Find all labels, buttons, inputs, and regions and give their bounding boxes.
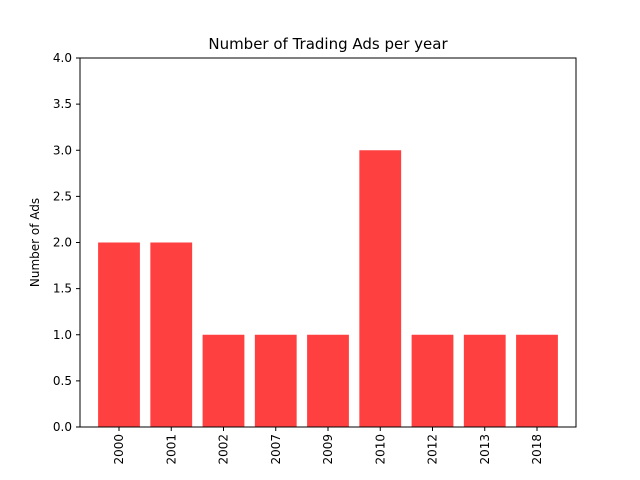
y-tick-label: 1.5 (53, 282, 72, 296)
y-axis-label: Number of Ads (28, 198, 42, 287)
bar-2000 (98, 242, 140, 427)
bar-2007 (254, 334, 297, 427)
bar-2012 (411, 334, 454, 427)
y-axis-ticks: 0.0 0.5 1.0 1.5 2.0 2.5 3.0 3.5 4.0 (53, 51, 80, 434)
chart-title: Number of Trading Ads per year (208, 35, 448, 53)
y-tick-label: 0.0 (53, 420, 72, 434)
bars-group (98, 150, 558, 427)
x-tick-label: 2012 (426, 434, 440, 465)
x-tick-label: 2007 (269, 434, 283, 465)
x-tick-label: 2002 (217, 434, 231, 465)
x-tick-label: 2018 (530, 434, 544, 465)
y-tick-label: 4.0 (53, 51, 72, 65)
x-tick-label: 2010 (373, 434, 387, 465)
bar-2018 (516, 334, 558, 427)
x-tick-label: 2000 (112, 434, 126, 465)
x-tick-label: 2009 (321, 434, 335, 465)
x-tick-label: 2013 (478, 434, 492, 465)
bar-2001 (150, 242, 193, 427)
x-axis-ticks: 2000 2001 2002 2007 2009 2010 2012 2013 2018 (112, 427, 544, 465)
y-tick-label: 1.0 (53, 328, 72, 342)
x-tick-label: 2001 (164, 434, 178, 465)
y-tick-label: 3.0 (53, 143, 72, 157)
y-tick-label: 2.5 (53, 189, 72, 203)
y-tick-label: 0.5 (53, 374, 72, 388)
y-tick-label: 3.5 (53, 97, 72, 111)
y-tick-label: 2.0 (53, 236, 72, 250)
bar-2009 (307, 334, 349, 427)
bar-2013 (463, 334, 506, 427)
bar-2010 (359, 150, 402, 427)
bar-2002 (202, 334, 245, 427)
